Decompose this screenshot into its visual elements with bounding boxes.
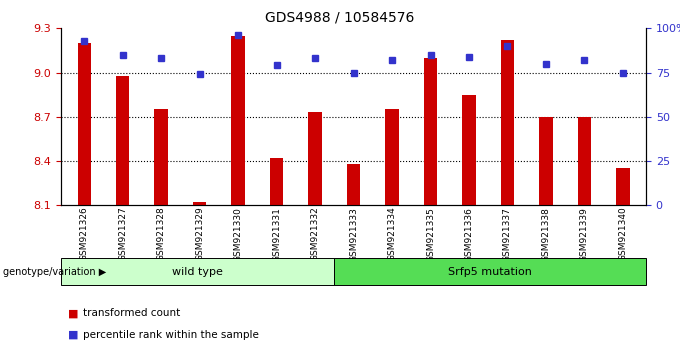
Text: percentile rank within the sample: percentile rank within the sample <box>83 330 259 339</box>
Bar <box>78 43 91 205</box>
Text: ■: ■ <box>68 330 78 339</box>
Bar <box>231 36 245 205</box>
Text: wild type: wild type <box>172 267 223 277</box>
Bar <box>462 95 476 205</box>
Text: Srfp5 mutation: Srfp5 mutation <box>448 267 532 277</box>
Text: GDS4988 / 10584576: GDS4988 / 10584576 <box>265 11 415 25</box>
Text: transformed count: transformed count <box>83 308 180 318</box>
Text: ■: ■ <box>68 308 78 318</box>
Bar <box>578 117 591 205</box>
Bar <box>116 75 129 205</box>
Bar <box>347 164 360 205</box>
Bar <box>309 112 322 205</box>
Bar <box>539 117 553 205</box>
Bar <box>270 158 284 205</box>
Text: genotype/variation ▶: genotype/variation ▶ <box>3 267 107 277</box>
Bar <box>386 109 398 205</box>
Bar <box>500 40 514 205</box>
Bar <box>193 202 207 205</box>
Bar <box>154 109 168 205</box>
Bar <box>616 169 630 205</box>
Bar <box>424 58 437 205</box>
